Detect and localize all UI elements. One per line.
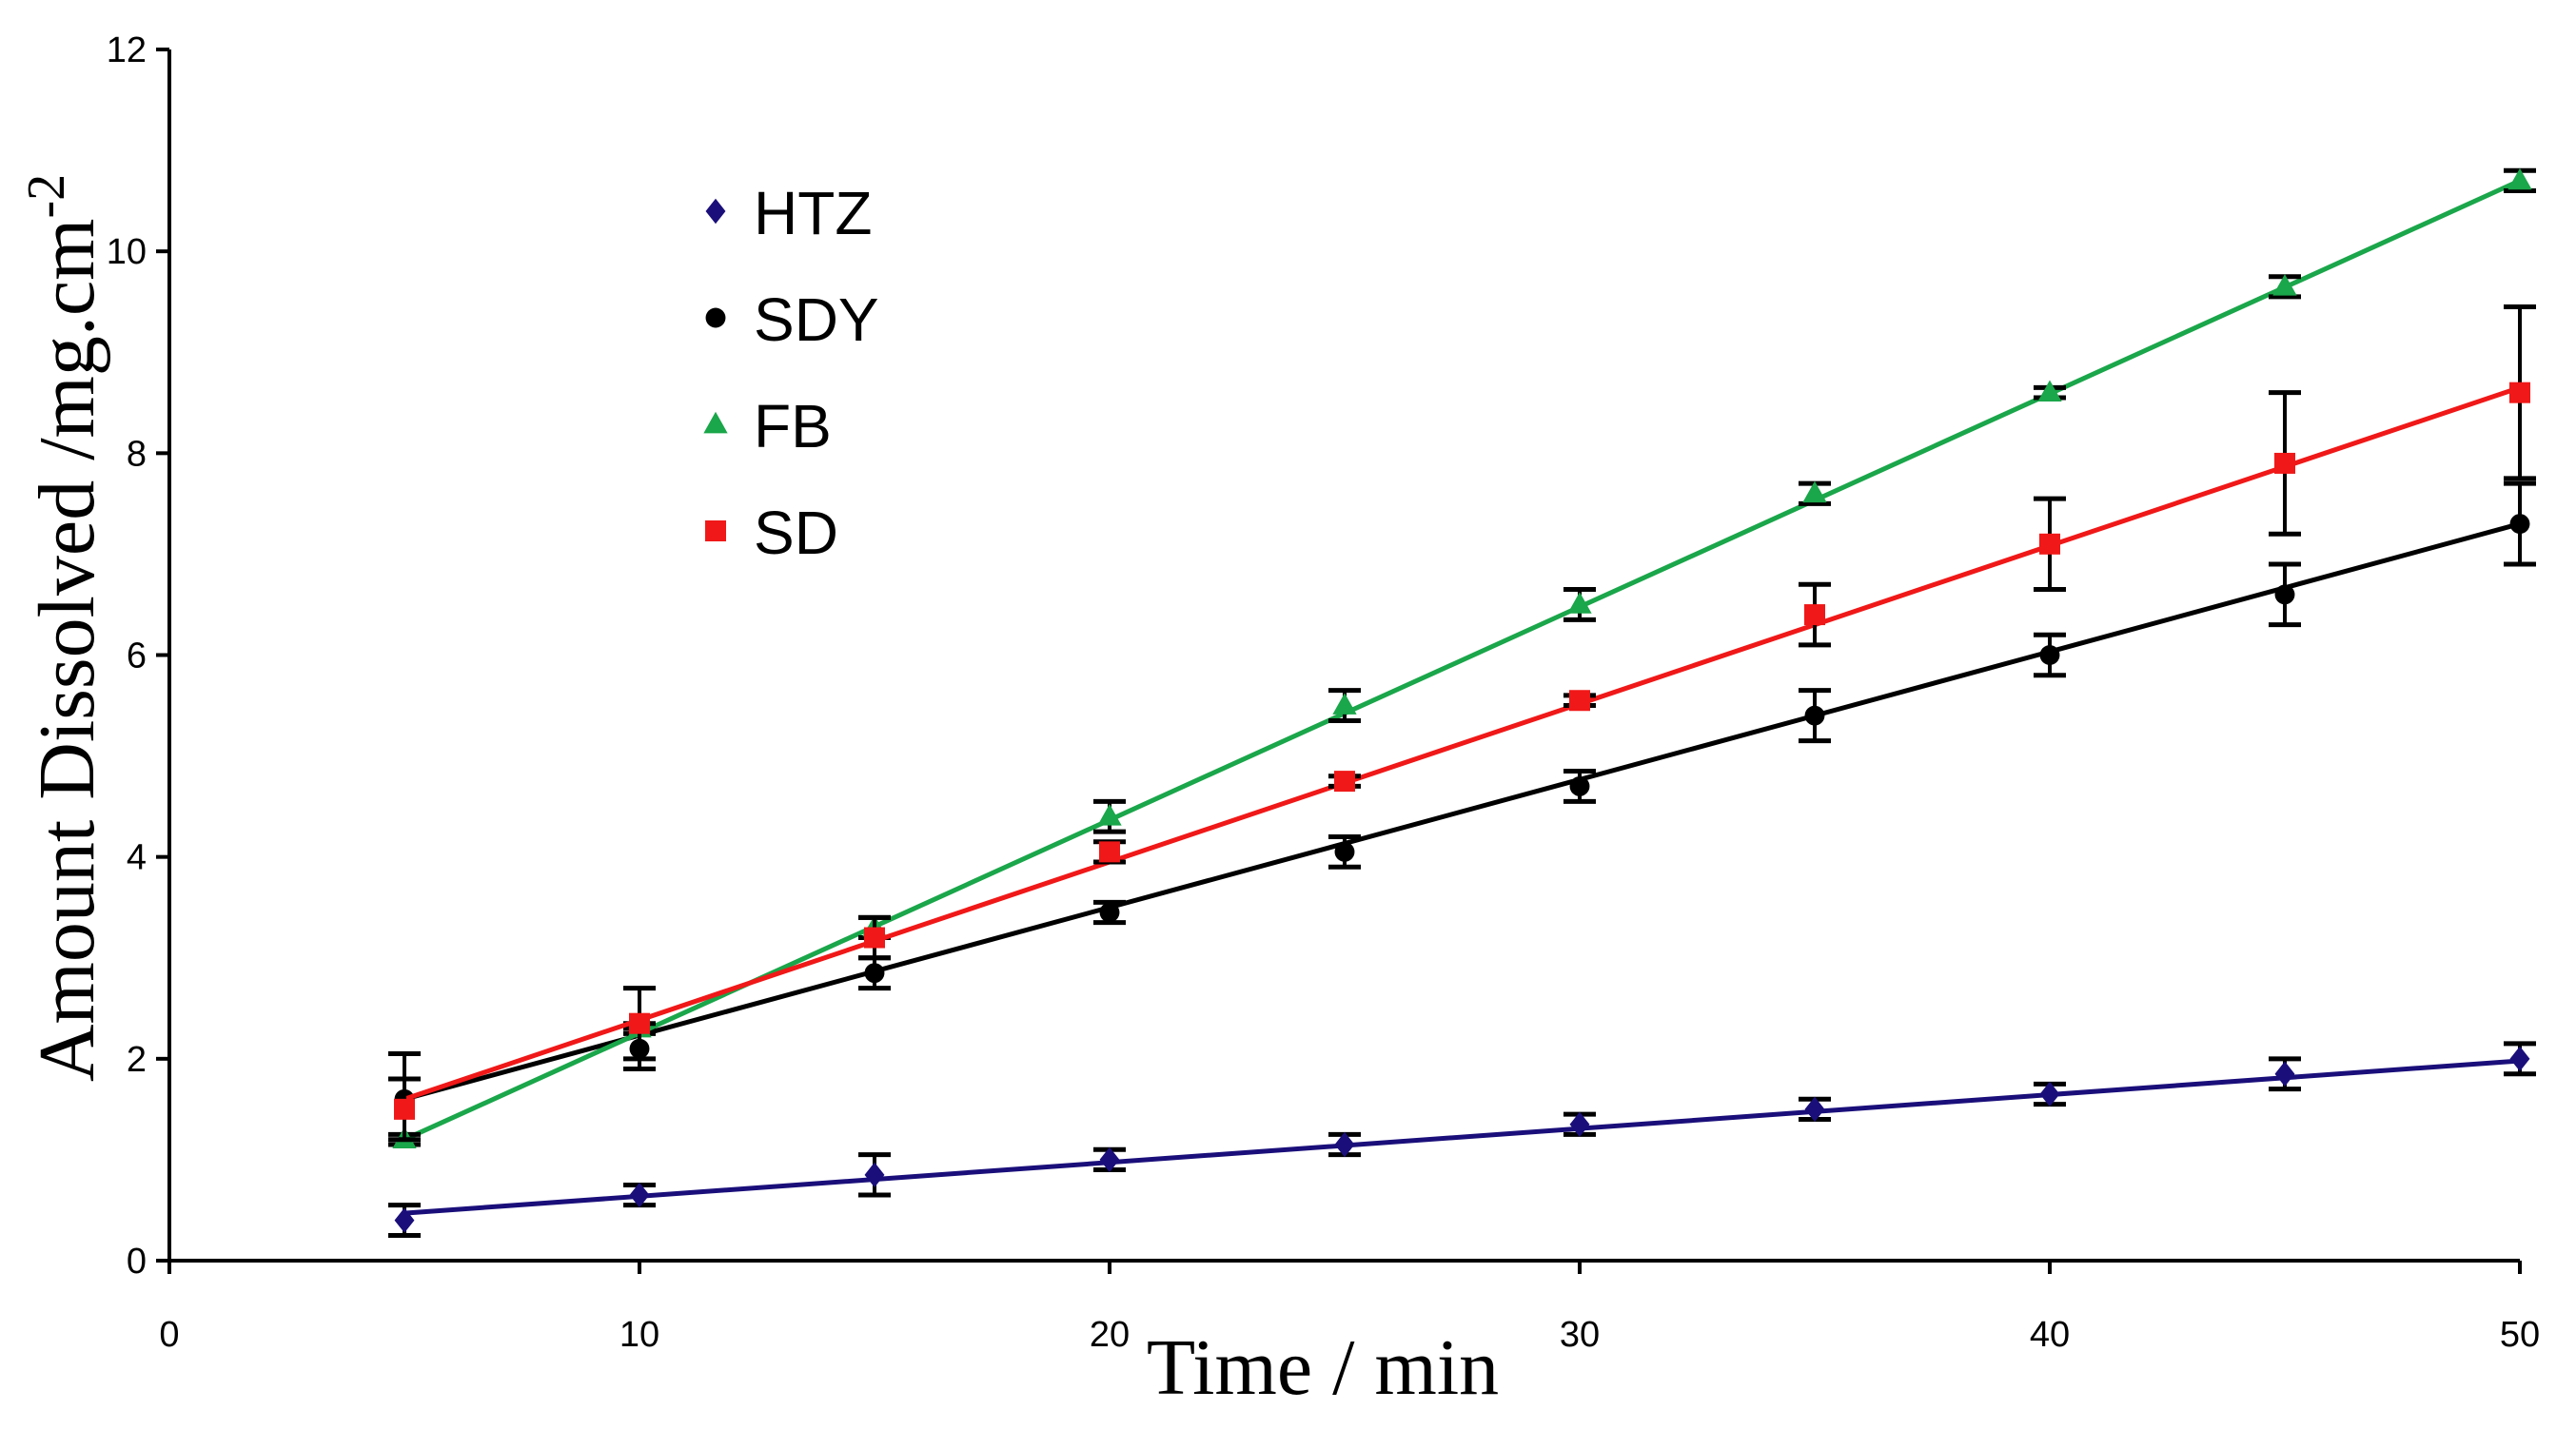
- point-fb: [1567, 592, 1592, 614]
- x-tick-label: 10: [619, 1315, 659, 1355]
- point-sdy: [2274, 584, 2295, 605]
- x-tick-label: 40: [2030, 1315, 2070, 1355]
- series-htz: [388, 1041, 2536, 1238]
- legend-marker-sd: [705, 520, 726, 541]
- axes: 0 2 4 6 8 10 12 0 10 20 30 40 50: [107, 30, 2540, 1355]
- point-sdy: [1569, 775, 1590, 796]
- point-sd: [864, 927, 885, 949]
- point-sdy: [1099, 902, 1120, 923]
- legend-marker-sdy: [705, 307, 726, 328]
- legend-label-htz: HTZ: [754, 179, 872, 247]
- legend: HTZ SDY FB SD: [703, 179, 879, 567]
- y-tick-label: 8: [127, 434, 147, 474]
- point-fb: [2507, 167, 2532, 190]
- point-sd: [1569, 690, 1590, 712]
- point-sd: [629, 1012, 650, 1034]
- x-tick-label: 30: [1560, 1315, 1600, 1355]
- point-htz: [1569, 1111, 1590, 1137]
- x-tick-label: 50: [2500, 1315, 2540, 1355]
- y-tick-label: 0: [127, 1242, 147, 1282]
- point-htz: [2039, 1081, 2060, 1107]
- point-sd: [1804, 604, 1825, 626]
- series-layer: [388, 167, 2536, 1238]
- point-htz: [2509, 1046, 2530, 1072]
- y-tick-label: 12: [107, 30, 147, 70]
- x-axis-title: Time / min: [1147, 1323, 1499, 1412]
- series-sdy: [388, 480, 2536, 1147]
- point-sd: [394, 1098, 415, 1120]
- y-axis-title-superscript: -2: [17, 174, 76, 219]
- point-htz: [629, 1182, 650, 1208]
- trend-line-htz: [403, 1058, 2521, 1216]
- point-htz: [394, 1207, 415, 1233]
- point-htz: [864, 1162, 885, 1188]
- point-sd: [2509, 382, 2530, 403]
- y-axis-title-main: Amount Dissolved /mg.cm: [23, 219, 111, 1083]
- point-fb: [1097, 804, 1122, 826]
- point-htz: [1099, 1146, 1120, 1173]
- point-htz: [1804, 1096, 1825, 1123]
- point-sdy: [1334, 841, 1355, 862]
- series-sd: [388, 304, 2536, 1143]
- y-tick-label: 6: [127, 637, 147, 676]
- point-fb: [1332, 693, 1357, 715]
- point-sdy: [2509, 514, 2530, 535]
- y-tick-label: 2: [127, 1040, 147, 1080]
- trend-line-sd: [403, 385, 2521, 1102]
- point-sd: [1099, 841, 1120, 863]
- point-sdy: [1804, 705, 1825, 726]
- y-tick-label: 4: [127, 838, 147, 878]
- y-tick-label: 10: [107, 232, 147, 272]
- point-fb: [2272, 274, 2297, 296]
- legend-label-sd: SD: [754, 499, 838, 567]
- point-sdy: [864, 963, 885, 984]
- point-sdy: [2039, 645, 2060, 665]
- point-htz: [2274, 1061, 2295, 1087]
- point-sd: [2039, 533, 2060, 555]
- legend-label-sdy: SDY: [754, 285, 879, 354]
- point-fb: [1802, 480, 1827, 503]
- x-tick-label: 20: [1090, 1315, 1130, 1355]
- point-sd: [2274, 452, 2295, 474]
- point-fb: [2037, 380, 2062, 402]
- point-htz: [1334, 1131, 1355, 1158]
- legend-marker-fb: [703, 411, 728, 434]
- y-axis-title: Amount Dissolved /mg.cm-2: [17, 174, 111, 1082]
- legend-marker-htz: [705, 198, 726, 225]
- x-tick-label: 0: [159, 1315, 179, 1355]
- trend-line-sdy: [403, 521, 2521, 1102]
- legend-label-fb: FB: [754, 392, 832, 460]
- point-sd: [1334, 771, 1355, 793]
